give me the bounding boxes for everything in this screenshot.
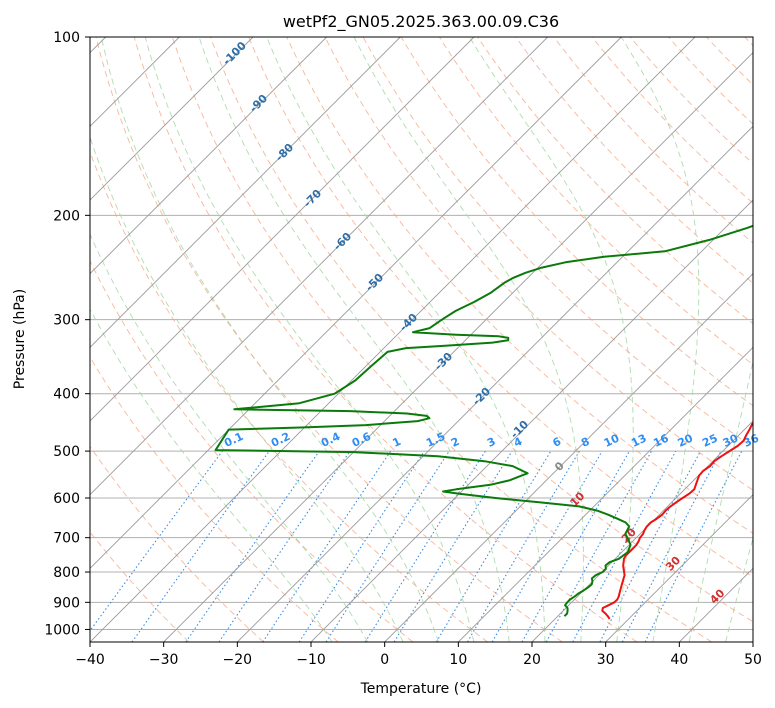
isotherm-line	[90, 37, 475, 422]
y-tick-label: 600	[53, 491, 80, 507]
isotherm-line	[90, 37, 254, 201]
isobar-grid	[90, 37, 753, 630]
x-tick-label: −30	[149, 652, 179, 668]
mixing-ratio-line	[325, 450, 450, 642]
y-axis-label: Pressure (hPa)	[12, 289, 28, 389]
dry-adiabat-line	[210, 37, 753, 623]
moist-adiabat-line	[90, 233, 369, 642]
moist-adiabat-line	[620, 37, 700, 642]
y-tick-label: 700	[53, 531, 80, 547]
mixing-ratio-line	[185, 450, 320, 642]
isotherm-line	[90, 37, 622, 569]
mixing-ratio-label: 30	[721, 431, 741, 449]
dry-adiabat-line	[400, 37, 753, 407]
isotherm-line	[605, 494, 753, 642]
mixing-ratio-line	[393, 450, 513, 642]
moist-adiabat-line	[90, 308, 333, 642]
x-tick-label: 30	[597, 652, 615, 668]
isotherm-line	[90, 37, 548, 496]
x-tick-label: 10	[449, 652, 467, 668]
mixing-ratio-line	[467, 450, 580, 642]
dry-adiabat-line	[133, 37, 638, 642]
isotherm-grid	[90, 37, 753, 642]
chart-title: wetPf2_GN05.2025.363.00.09.C36	[283, 12, 559, 32]
isotherm-line	[384, 273, 753, 642]
dry-adiabat-line	[324, 37, 753, 491]
mixing-ratio-label: 25	[700, 432, 719, 450]
mixing-ratio-label: 13	[629, 432, 648, 450]
isotherm-line	[90, 37, 327, 275]
mixing-ratio-line	[435, 450, 552, 642]
sounding-traces	[214, 224, 753, 620]
mixing-ratio-line	[572, 450, 677, 642]
moist-adiabat-line	[353, 37, 584, 642]
y-tick-label: 300	[53, 313, 80, 329]
dry-adiabat-line	[629, 37, 753, 165]
isotherm-line	[458, 346, 753, 642]
mixing-ratio-label: 10	[602, 431, 622, 449]
x-axis-label: Temperature (°C)	[360, 681, 482, 697]
y-tick-label: 100	[53, 30, 80, 46]
y-tick-label: 200	[53, 208, 80, 224]
x-tick-label: 20	[523, 652, 541, 668]
mixing-ratio-line	[364, 450, 486, 642]
isotherm-line	[163, 52, 753, 642]
dry-adiabat-line	[477, 37, 753, 325]
x-tick-label: 0	[380, 652, 389, 668]
dry-adiabat-line	[591, 37, 753, 204]
isotherm-line	[237, 125, 753, 642]
moist-adiabat-line	[266, 37, 546, 642]
x-tick-label: −20	[223, 652, 253, 668]
moist-adiabat-line	[100, 37, 439, 642]
plot-area	[90, 37, 753, 642]
dewpoint-trace	[214, 224, 753, 617]
mixing-ratio-line	[491, 450, 603, 642]
y-tick-label: 1000	[44, 622, 80, 638]
moist-adiabat-line	[144, 37, 475, 642]
y-tick-label: 500	[53, 444, 80, 460]
dry-adiabat-line	[515, 37, 753, 284]
mixing-ratio-label: 16	[651, 431, 671, 449]
isotherm-line	[310, 199, 753, 642]
y-tick-label: 800	[53, 565, 80, 581]
dry-adiabat-line	[90, 445, 264, 642]
temperature-trace	[601, 421, 753, 620]
dry-adiabat-line	[90, 259, 414, 642]
mixing-ratio-line	[90, 450, 223, 632]
mixing-ratio-line	[218, 450, 351, 642]
moist-adiabat-line	[198, 37, 510, 642]
x-tick-label: −10	[296, 652, 326, 668]
dry-adiabat-line	[248, 37, 753, 578]
x-tick-label: −40	[75, 652, 105, 668]
x-tick-label: 50	[744, 652, 762, 668]
dry-adiabats	[90, 37, 753, 642]
moist-adiabat-line	[469, 37, 634, 642]
moist-adiabat-line	[725, 536, 753, 642]
isotherm-line	[531, 420, 753, 642]
x-axis-ticks: −40 −30 −20 −10 0 10 20 30 40 50	[75, 642, 762, 668]
isotherm-line	[752, 641, 753, 642]
isotherm-line	[90, 37, 696, 642]
dry-adiabat-line	[95, 37, 563, 642]
y-axis-ticks: 100 200 300 400 500 600 700 800 900 1000	[44, 30, 90, 638]
x-tick-label: 40	[670, 652, 688, 668]
mixing-ratio-line	[131, 450, 270, 642]
y-tick-label: 400	[53, 387, 80, 403]
plot-frame	[89, 36, 754, 643]
mixing-ratio-line	[521, 450, 630, 642]
y-tick-label: 900	[53, 595, 80, 611]
mixing-ratio-label: 20	[676, 431, 696, 449]
isotherm-line	[90, 37, 401, 348]
dry-adiabat-line	[171, 37, 712, 642]
moist-adiabats	[90, 37, 753, 642]
